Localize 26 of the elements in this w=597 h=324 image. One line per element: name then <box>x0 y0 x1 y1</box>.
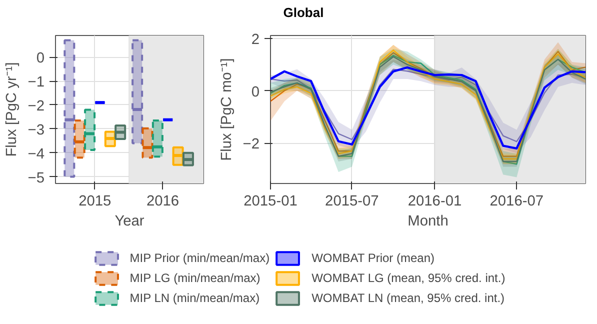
y-tick-label: 0 <box>251 84 260 100</box>
legend-label: WOMBAT LG (mean, 95% cred. int.) <box>312 271 506 285</box>
x-axis-title: Month <box>408 214 448 230</box>
x-tick-label: 2015 <box>78 194 112 210</box>
y-tick-label: −4 <box>28 146 45 162</box>
y-tick-label: −3 <box>28 122 45 138</box>
x-tick-label: 2015-01 <box>244 194 298 210</box>
y-axis-title: Flux [PgC yr⁻¹] <box>4 62 20 157</box>
y-tick-label: −2 <box>242 136 260 153</box>
y-tick-label: 0 <box>36 50 45 67</box>
x-tick-label: 2015-07 <box>325 194 379 210</box>
x-tick-label: 2016-07 <box>490 194 544 210</box>
y-tick-label: 2 <box>251 32 260 48</box>
y-tick-label: −2 <box>28 98 45 114</box>
legend-label: MIP LN (min/mean/max) <box>130 291 260 305</box>
y-tick-label: −5 <box>28 170 45 186</box>
legend-label: MIP Prior (min/mean/max) <box>130 251 270 265</box>
chart-title: Global <box>283 4 324 22</box>
legend-label: MIP LG (min/mean/max) <box>130 271 260 285</box>
y-axis-title: Flux [PgC mo⁻¹] <box>218 58 235 161</box>
legend-label: WOMBAT LN (mean, 95% cred. int.) <box>312 291 505 305</box>
x-tick-label: 2016-01 <box>408 194 462 210</box>
legend-label: WOMBAT Prior (mean) <box>312 251 434 265</box>
x-axis-title: Year <box>114 214 144 230</box>
x-tick-label: 2016 <box>146 194 180 210</box>
y-tick-label: −1 <box>28 74 45 90</box>
